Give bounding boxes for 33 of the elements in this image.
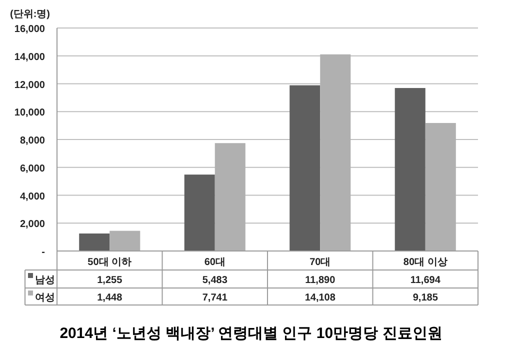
bar <box>110 230 140 251</box>
y-tick-label: - <box>42 247 45 258</box>
data-label: 11,694 <box>410 275 441 286</box>
bar <box>184 174 215 251</box>
y-tick-label: 2,000 <box>20 219 46 230</box>
bar <box>290 85 320 251</box>
data-label: 5,483 <box>202 275 228 286</box>
y-tick-label: 8,000 <box>20 136 46 146</box>
y-tick-label: 6,000 <box>20 163 46 174</box>
data-label: 9,185 <box>412 292 438 304</box>
y-tick-label: 12,000 <box>14 80 46 91</box>
bar <box>79 234 110 251</box>
bar <box>425 122 456 251</box>
y-tick-label: 14,000 <box>14 52 46 63</box>
data-label: 14,108 <box>304 292 336 304</box>
y-tick-label: 16,000 <box>14 24 46 35</box>
y-tick-label: 4,000 <box>20 191 46 202</box>
x-tick-label: 60대 <box>204 257 226 268</box>
legend-label: 여성 <box>35 292 55 304</box>
x-tick-label: 70대 <box>310 257 331 268</box>
x-tick-label: 80대 이상 <box>403 257 448 268</box>
data-label: 11,890 <box>305 275 336 286</box>
bar <box>320 54 351 251</box>
text: 2014년 ‘노년성 백내장’ 연령대별 인구 10만명당 진료인원 <box>60 325 442 342</box>
x-tick-label: 50대 이하 <box>88 257 132 268</box>
y-tick-label: 10,000 <box>14 108 46 119</box>
bar <box>214 143 246 251</box>
text: (단위:명) <box>10 9 50 20</box>
data-label: 1,255 <box>97 275 123 286</box>
bar <box>394 88 426 251</box>
data-label: 1,448 <box>97 292 123 304</box>
data-label: 7,741 <box>202 292 228 304</box>
legend-label: 남성 <box>35 275 55 286</box>
